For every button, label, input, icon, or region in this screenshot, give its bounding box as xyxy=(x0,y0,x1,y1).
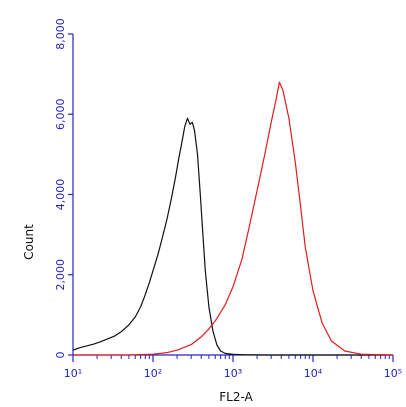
y-tick-label-4: 8,000 xyxy=(54,18,67,50)
y-tick-label-3: 6,000 xyxy=(54,99,67,131)
x-tick-label-2: 10³ xyxy=(224,367,242,380)
axes: 0 2,000 4,000 6,000 8,000 10¹ 10² 10³ 10⁴ 10⁵ xyxy=(54,18,402,380)
y-tick-label-1: 2,000 xyxy=(54,259,67,291)
x-tick-label-3: 10⁴ xyxy=(304,367,323,380)
series-line-0 xyxy=(72,117,393,356)
y-axis-label: Count xyxy=(22,224,36,260)
x-tick-label-0: 10¹ xyxy=(64,367,82,380)
axis-labels: Count FL2-A xyxy=(22,224,254,404)
series-layer xyxy=(72,81,394,356)
x-axis-label: FL2-A xyxy=(219,390,253,404)
series-line-1 xyxy=(73,81,394,356)
x-tick-label-4: 10⁵ xyxy=(384,367,402,380)
y-tick-label-0: 0 xyxy=(54,352,67,359)
y-tick-label-2: 4,000 xyxy=(54,179,67,211)
x-tick-label-1: 10² xyxy=(144,367,162,380)
